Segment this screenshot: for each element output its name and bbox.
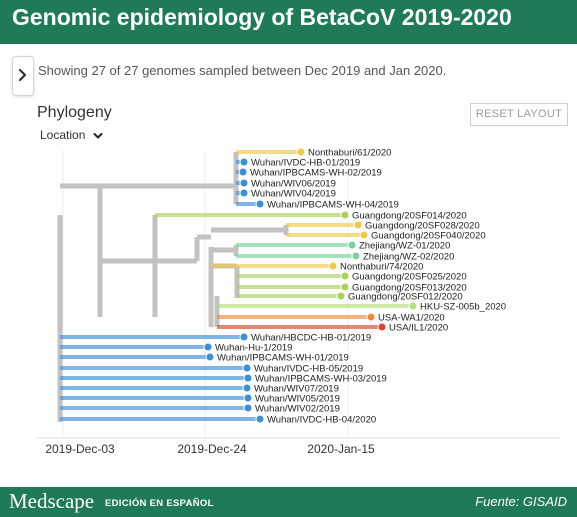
tip-marker [255, 199, 265, 209]
tip-label: USA-WA1/2020 [378, 313, 445, 324]
tip-label: Guangdong/20SF013/2020 [352, 283, 467, 294]
tip-label: Wuhan/IPBCAMS-WH-04/2019 [267, 200, 399, 211]
tip-marker [243, 403, 253, 413]
tip-marker [239, 157, 249, 167]
tip-label: Wuhan/IPBCAMS-WH-01/2019 [217, 353, 349, 364]
tip-label: Wuhan/WIV04/2019 [251, 189, 336, 200]
genome-summary: Showing 27 of 27 genomes sampled between… [38, 63, 447, 78]
tip-marker [336, 291, 346, 301]
tip-label: Wuhan/WIV05/2019 [255, 394, 340, 405]
tip-label: Guangdong/20SF012/2020 [348, 292, 463, 303]
tip-marker [203, 342, 213, 352]
tip-marker [353, 220, 363, 230]
tip-marker [242, 363, 252, 373]
tip-marker [238, 167, 248, 177]
tip-label: Guangdong/20SF028/2020 [365, 221, 480, 232]
phylogeny-title: Phylogeny [37, 104, 112, 121]
tip-label: Wuhan/IPBCAMS-WH-03/2019 [255, 374, 387, 385]
tip-label: HKU-SZ-005b_2020 [420, 302, 506, 313]
color-by-label: Location [40, 128, 86, 142]
tip-marker [243, 373, 253, 383]
tip-marker [377, 322, 387, 332]
axis-tick-label: 2019-Dec-03 [45, 442, 115, 456]
tip-marker [242, 383, 252, 393]
color-by-dropdown[interactable]: Location [40, 128, 103, 142]
page-title: Genomic epidemiology of BetaCoV 2019-202… [12, 4, 512, 30]
axis-tick-label: 2019-Dec-24 [177, 442, 247, 456]
tip-marker [328, 261, 338, 271]
tip-label: Wuhan-Hu-1/2019 [215, 343, 292, 354]
chevron-down-icon [93, 132, 103, 139]
tip-marker [239, 332, 249, 342]
tip-marker [408, 301, 418, 311]
tip-marker [239, 188, 249, 198]
tip-marker [255, 414, 265, 424]
tip-marker [205, 352, 215, 362]
tip-label: USA/IL1/2020 [389, 323, 448, 334]
reset-layout-button[interactable]: RESET LAYOUT [470, 103, 568, 126]
tip-marker [351, 251, 361, 261]
chevron-right-icon [18, 68, 27, 82]
tip-label: Guangdong/20SF040/2020 [371, 231, 486, 242]
tip-marker [340, 271, 350, 281]
medscape-edition: EDICIÓN EN ESPAÑOL [105, 498, 214, 509]
tip-marker [239, 178, 249, 188]
tip-marker [296, 147, 306, 157]
tip-label: Guangdong/20SF025/2020 [352, 272, 467, 283]
phylogeny-tree: Nonthaburi/61/2020Wuhan/IVDC-HB-01/2019W… [37, 147, 560, 456]
tip-label: Guangdong/20SF014/2020 [352, 211, 467, 222]
tip-label: Wuhan/IVDC-HB-04/2020 [267, 415, 376, 426]
tip-label: Wuhan/IVDC-HB-01/2019 [251, 158, 360, 169]
tip-label: Wuhan/HBCDC-HB-01/2019 [251, 333, 371, 344]
tip-label: Wuhan/IPBCAMS-WH-02/2019 [250, 168, 382, 179]
source-credit: Fuente: GISAID [475, 494, 567, 509]
tip-marker [366, 312, 376, 322]
tip-label: Wuhan/IVDC-HB-05/2019 [254, 364, 363, 375]
tip-marker [359, 230, 369, 240]
tip-label: Wuhan/WIV07/2019 [254, 384, 339, 395]
medscape-logo: Medscape [9, 489, 95, 513]
footer-bar: Medscape EDICIÓN EN ESPAÑOL Fuente: GISA… [0, 487, 577, 517]
tip-marker [347, 240, 357, 250]
tip-label: Zhejiang/WZ-01/2020 [359, 241, 450, 252]
sidebar-toggle-button[interactable] [12, 56, 34, 96]
tip-label: Wuhan/WIV06/2019 [251, 179, 336, 190]
tip-label: Nonthaburi/61/2020 [308, 148, 391, 159]
tip-marker [340, 210, 350, 220]
tip-label: Wuhan/WIV02/2019 [255, 404, 340, 415]
tip-marker [340, 282, 350, 292]
tip-marker [243, 393, 253, 403]
axis-tick-label: 2020-Jan-15 [307, 442, 375, 456]
tip-label: Zhejiang/WZ-02/2020 [363, 252, 454, 263]
header-bar: Genomic epidemiology of BetaCoV 2019-202… [0, 0, 577, 44]
tip-label: Nonthaburi/74/2020 [340, 262, 423, 273]
